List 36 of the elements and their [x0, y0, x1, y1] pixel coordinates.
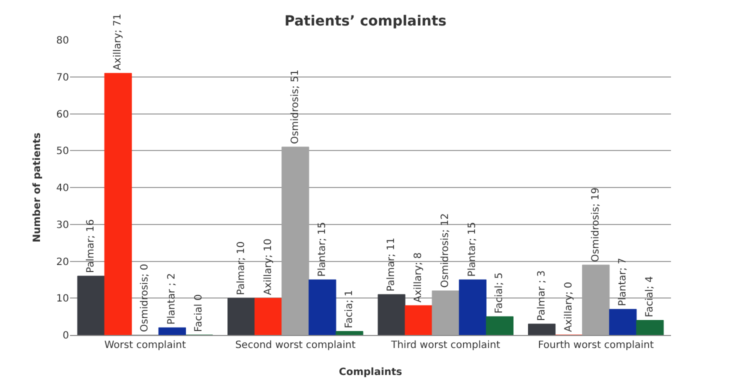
data-label: Palmar; 10: [236, 241, 247, 296]
data-label: Palmar ; 3: [536, 270, 548, 321]
y-tick-label: 70: [56, 72, 69, 84]
x-tick-label: Third worst complaint: [390, 340, 500, 351]
data-label: Axillary; 8: [413, 252, 424, 302]
y-tick-label: 0: [62, 330, 69, 342]
data-label: Palmar; 11: [386, 238, 398, 292]
data-label: Plantar; 7: [617, 258, 628, 306]
y-tick-label: 20: [56, 256, 69, 268]
data-label: Facial; 5: [494, 272, 506, 314]
y-tick-label: 40: [56, 183, 69, 194]
y-tick-label: 50: [56, 146, 69, 158]
y-tick-label: 80: [56, 36, 69, 46]
data-label: Osmidrosis; 19: [590, 188, 602, 262]
data-label: Facia; 1: [344, 290, 355, 328]
chart-title: Patients’ complaints: [284, 13, 447, 30]
data-label: Plantar; 15: [467, 222, 478, 277]
data-label: Facial 0: [194, 294, 205, 332]
x-tick-label: Second worst complaint: [235, 340, 356, 351]
data-label: Axillary; 10: [262, 238, 274, 296]
x-tick-label: Worst complaint: [104, 340, 186, 351]
data-label: Plantar ; 2: [166, 273, 178, 325]
data-label: Osmidrosis; 12: [440, 213, 452, 288]
data-label: Plantar; 15: [316, 222, 328, 277]
data-label: Facial; 4: [644, 276, 656, 318]
data-label: Palmar; 16: [86, 219, 97, 273]
y-tick-label: 60: [56, 109, 69, 120]
x-axis-title: Complaints: [338, 367, 402, 378]
y-axis-title: Number of patients: [32, 132, 43, 242]
data-label: Osmidrosis; 51: [290, 70, 301, 144]
data-label: Osmidrosis; 0: [140, 264, 151, 332]
y-tick-label: 30: [56, 220, 69, 231]
x-tick-label: Fourth worst complaint: [538, 340, 654, 351]
y-tick-label: 10: [56, 294, 69, 305]
data-label: Axillary; 0: [563, 282, 574, 332]
data-label: Axillary; 71: [112, 14, 124, 70]
